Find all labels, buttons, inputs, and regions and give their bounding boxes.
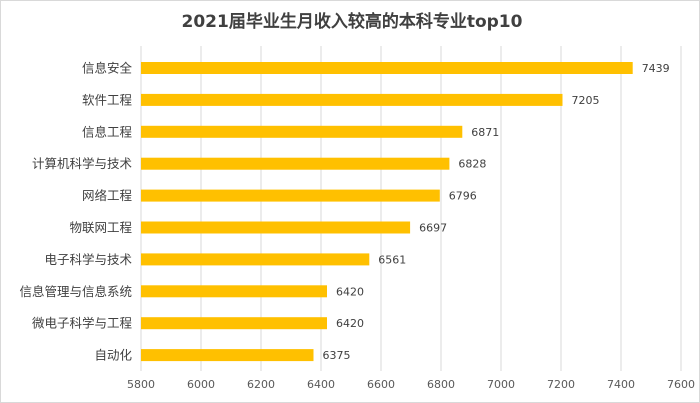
data-label: 6420 [336,285,364,298]
x-tick-label: 6600 [367,378,395,391]
x-tick-label: 6400 [307,378,335,391]
chart-title: 2021届毕业生月收入较高的本科专业top10 [182,11,523,32]
bar [141,189,440,202]
bar [141,253,370,266]
x-tick-label: 7200 [547,378,575,391]
x-tick-label: 6800 [427,378,455,391]
category-label: 电子科学与技术 [44,252,132,267]
category-label: 信息工程 [82,124,133,139]
x-tick-label: 6000 [187,378,215,391]
data-label: 7439 [642,62,670,75]
x-axis-ticks: 5800 6000 6200 6400 6600 6800 7000 7200 7400 7600 [127,378,695,391]
x-tick-label: 5800 [127,378,155,391]
data-label: 6561 [378,253,406,266]
category-label: 微电子科学与工程 [32,316,133,331]
category-label: 计算机科学与技术 [32,156,133,171]
data-label: 6871 [471,126,499,139]
category-label: 网络工程 [82,188,133,203]
bar [141,93,563,106]
category-label: 信息管理与信息系统 [19,284,132,299]
x-tick-label: 7400 [607,378,635,391]
x-tick-label: 6200 [247,378,275,391]
bar [141,157,450,170]
category-label: 信息安全 [82,61,133,76]
x-tick-label: 7600 [667,378,695,391]
bar [141,285,327,298]
data-label: 6796 [449,190,477,203]
bars: 信息安全 7439 软件工程 7205 信息工程 6871 计算机科学与技术 6828 网络工程… [19,61,669,363]
data-label: 7205 [572,94,600,107]
bar [141,125,463,138]
bar [141,317,327,330]
bar [141,62,633,74]
category-label: 自动化 [94,348,132,363]
bar [141,349,314,362]
category-label: 软件工程 [82,92,133,107]
data-label: 6697 [419,222,447,235]
x-tick-label: 7000 [487,378,515,391]
data-label: 6375 [323,349,351,362]
data-label: 6828 [458,158,486,171]
bar [141,221,411,234]
category-label: 物联网工程 [69,220,132,235]
data-label: 6420 [336,317,364,330]
